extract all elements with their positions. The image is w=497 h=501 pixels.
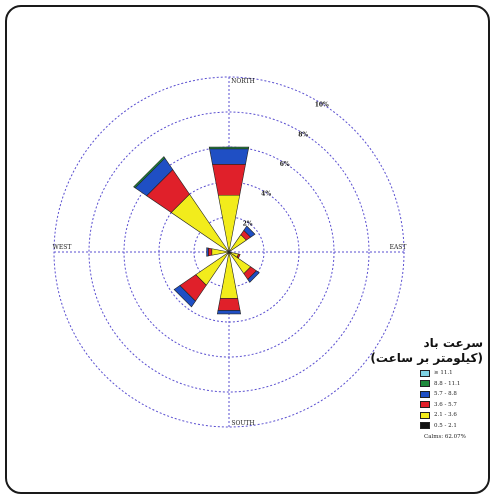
- ring-label-2: 4%: [261, 191, 271, 198]
- legend-swatch-5: [420, 422, 430, 430]
- axis-label-west: WEST: [53, 244, 72, 251]
- legend-label-0: ≥ 11.1: [434, 370, 453, 377]
- ring-4: [88, 111, 370, 393]
- petal-sw-bin-2: [173, 285, 196, 308]
- calms-label: Calms: 62.07%: [424, 434, 466, 440]
- legend-swatch-0: [420, 369, 430, 377]
- ring-label-5: 10%: [315, 102, 329, 109]
- legend-title: سرعت باد (کیلومتر بر ساعت): [370, 336, 483, 366]
- ring-label-4: 8%: [298, 131, 308, 138]
- ring-label-1: 2%: [243, 220, 253, 227]
- legend-swatch-3: [420, 401, 430, 409]
- axis-label-east: EAST: [390, 244, 407, 251]
- legend-item-3: 3.6 - 5.7: [420, 400, 490, 411]
- petal-s-bin-3: [217, 298, 241, 311]
- legend-label-3: 3.6 - 5.7: [434, 401, 457, 408]
- axis-label-south: SOUTH: [231, 420, 254, 427]
- petal-w-bin-3: [208, 247, 213, 257]
- legend-item-4: 2.1 - 3.6: [420, 410, 490, 421]
- legend: ≥ 11.1 8.8 - 11.1 5.7 - 8.8 3.6 - 5.7 2.1 - …: [420, 368, 490, 431]
- petal-se-bin-2: [247, 270, 260, 283]
- legend-label-2: 5.7 - 8.8: [434, 391, 457, 398]
- legend-label-5: 0.5 - 2.1: [434, 422, 457, 429]
- legend-title-line2: (کیلومتر بر ساعت): [370, 351, 483, 365]
- petal-n-bin-1: [208, 146, 250, 150]
- legend-swatch-1: [420, 380, 430, 388]
- legend-item-2: 5.7 - 8.8: [420, 389, 490, 400]
- petal-n-bin-2: [209, 148, 249, 165]
- legend-item-5: 0.5 - 2.1: [420, 421, 490, 432]
- legend-item-0: ≥ 11.1: [420, 368, 490, 379]
- petal-ne-bin-2: [243, 225, 256, 238]
- legend-title-line1: سرعت باد: [423, 336, 483, 350]
- petal-s-bin-2: [216, 310, 242, 315]
- petals-group: [133, 146, 260, 315]
- legend-label-1: 8.8 - 11.1: [434, 380, 461, 387]
- legend-swatch-2: [420, 390, 430, 398]
- petal-w-bin-2: [206, 247, 209, 257]
- legend-item-1: 8.8 - 11.1: [420, 379, 490, 390]
- ring-labels-group: 2% 4% 6% 8% 10%: [243, 102, 329, 228]
- legend-swatch-4: [420, 411, 430, 419]
- legend-label-4: 2.1 - 3.6: [434, 412, 457, 419]
- ring-label-3: 6%: [280, 161, 290, 168]
- petal-n-bin-3: [212, 163, 246, 196]
- petal-nw-bin-1: [133, 156, 166, 189]
- axis-label-north: NORTH: [231, 78, 255, 85]
- chart-frame: [5, 5, 490, 494]
